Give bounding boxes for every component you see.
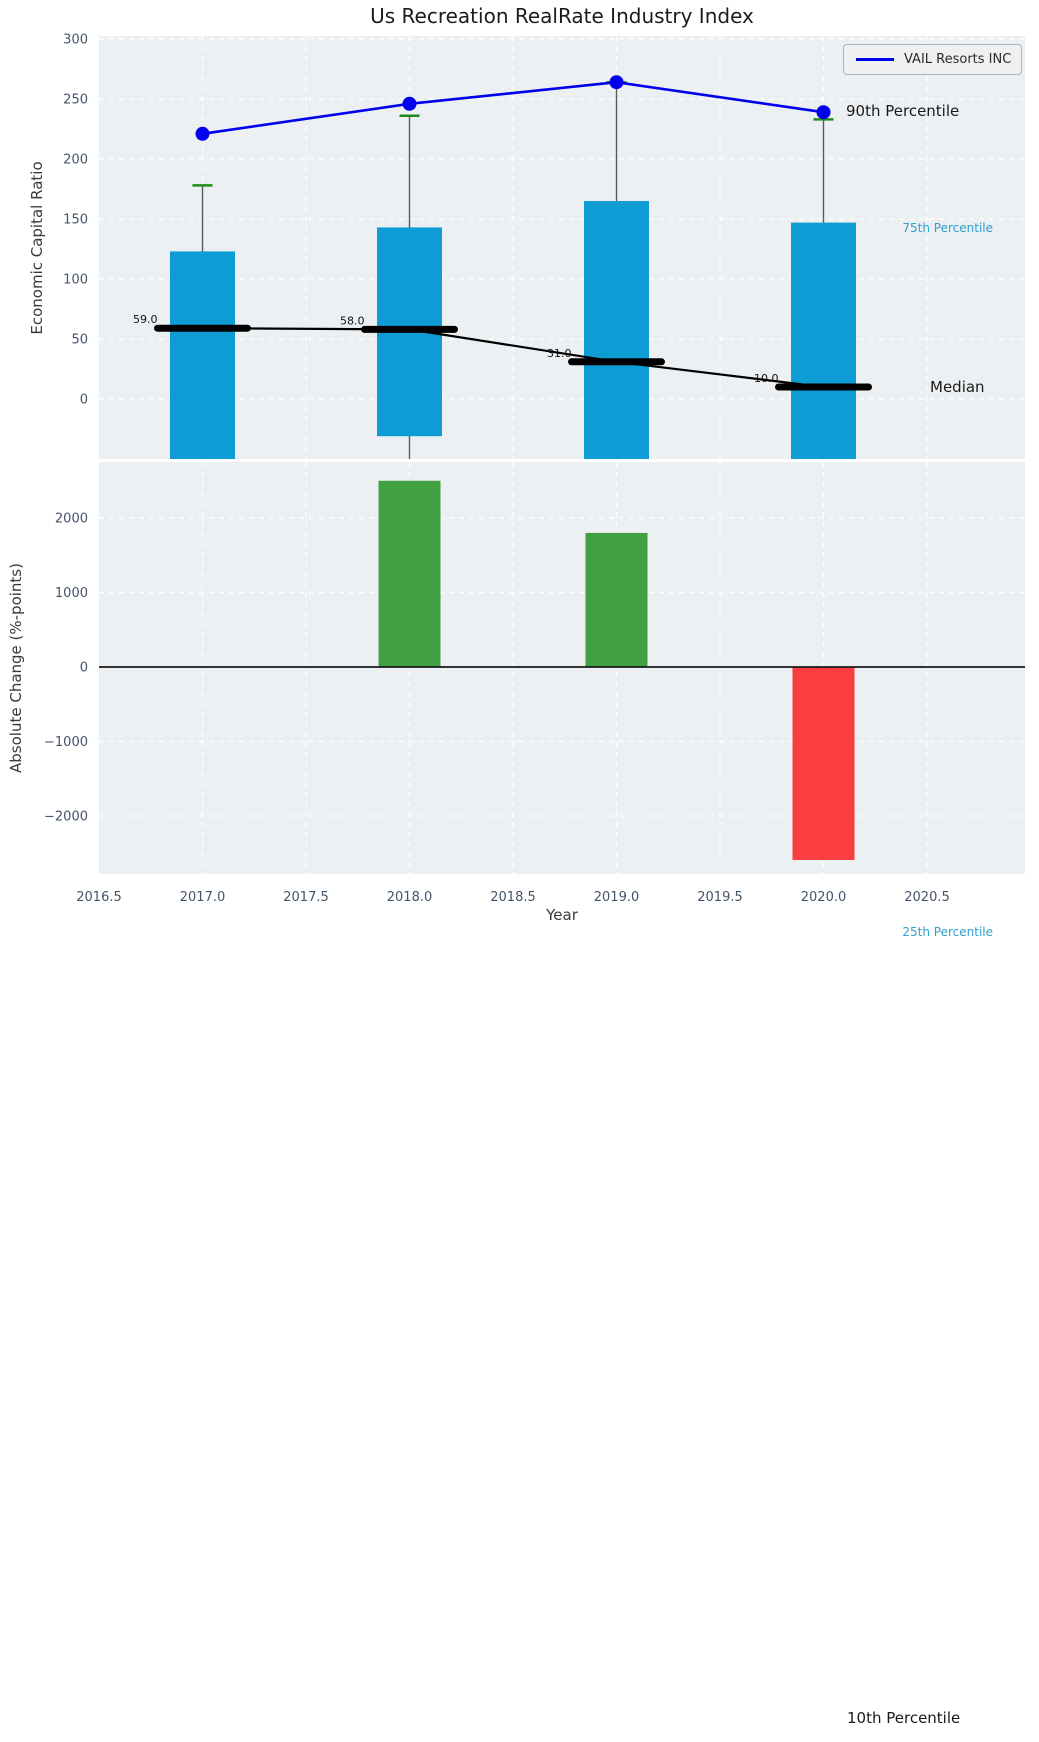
top-axis-ytick-label: 300 (63, 33, 88, 48)
bottom-axis-ytick-label: 1000 (55, 586, 88, 601)
top-axis-ytick-label: 200 (63, 153, 88, 168)
bottom-axis-background (99, 462, 1025, 874)
median-connector-line (202, 327, 824, 389)
change-bar (585, 532, 648, 667)
median-value-label: 59.0 (133, 313, 158, 326)
change-bar (378, 480, 441, 667)
percentile-box (584, 201, 649, 459)
legend-line-sample (856, 58, 894, 61)
x-tick-label: 2020.0 (801, 890, 847, 905)
vail-line (202, 80, 824, 136)
top-axis-ylabel: Economic Capital Ratio (28, 161, 46, 335)
x-tick-label: 2018.5 (490, 890, 536, 905)
bottom-axis-ytick-label: 0 (80, 661, 88, 676)
annotation-10th-percentile: 10th Percentile (847, 1709, 961, 1727)
top-axis-ytick-label: 50 (71, 333, 88, 348)
x-tick-label: 2020.5 (904, 890, 950, 905)
x-tick-label: 2017.0 (180, 890, 226, 905)
vail-marker (816, 105, 831, 120)
annotation-25th-percentile: 25th Percentile (902, 925, 993, 939)
bottom-axis-ytick-label: 2000 (55, 512, 88, 527)
percentile-box (170, 251, 235, 459)
vail-marker (195, 126, 210, 141)
bottom-axis-ytick-label: −2000 (44, 810, 88, 825)
percentile-box (791, 222, 856, 459)
x-tick-label: 2017.5 (283, 890, 329, 905)
vail-marker (402, 96, 417, 111)
change-bar (792, 667, 855, 860)
chart-title: Us Recreation RealRate Industry Index (370, 4, 754, 28)
x-tick-label: 2019.5 (697, 890, 743, 905)
top-axis-ytick-label: 150 (63, 213, 88, 228)
x-tick-label: 2019.0 (594, 890, 640, 905)
vail-marker (609, 75, 624, 90)
top-axis-ytick-label: 0 (80, 393, 88, 408)
top-axis-ytick-label: 250 (63, 93, 88, 108)
bottom-axis-ytick-label: −1000 (44, 735, 88, 750)
x-axis-label: Year (546, 906, 578, 924)
legend-label: VAIL Resorts INC (904, 52, 1012, 67)
x-tick-label: 2016.5 (76, 890, 122, 905)
annotation-90th-percentile: 90th Percentile (846, 102, 960, 120)
bottom-axis-ylabel: Absolute Change (%-points) (7, 563, 25, 773)
top-axis-ytick-label: 100 (63, 273, 88, 288)
median-value-label: 58.0 (340, 314, 365, 327)
legend: VAIL Resorts INC (843, 44, 1022, 75)
annotation-median: Median (930, 378, 985, 396)
annotation-75th-percentile: 75th Percentile (902, 221, 993, 235)
x-tick-label: 2018.0 (387, 890, 433, 905)
